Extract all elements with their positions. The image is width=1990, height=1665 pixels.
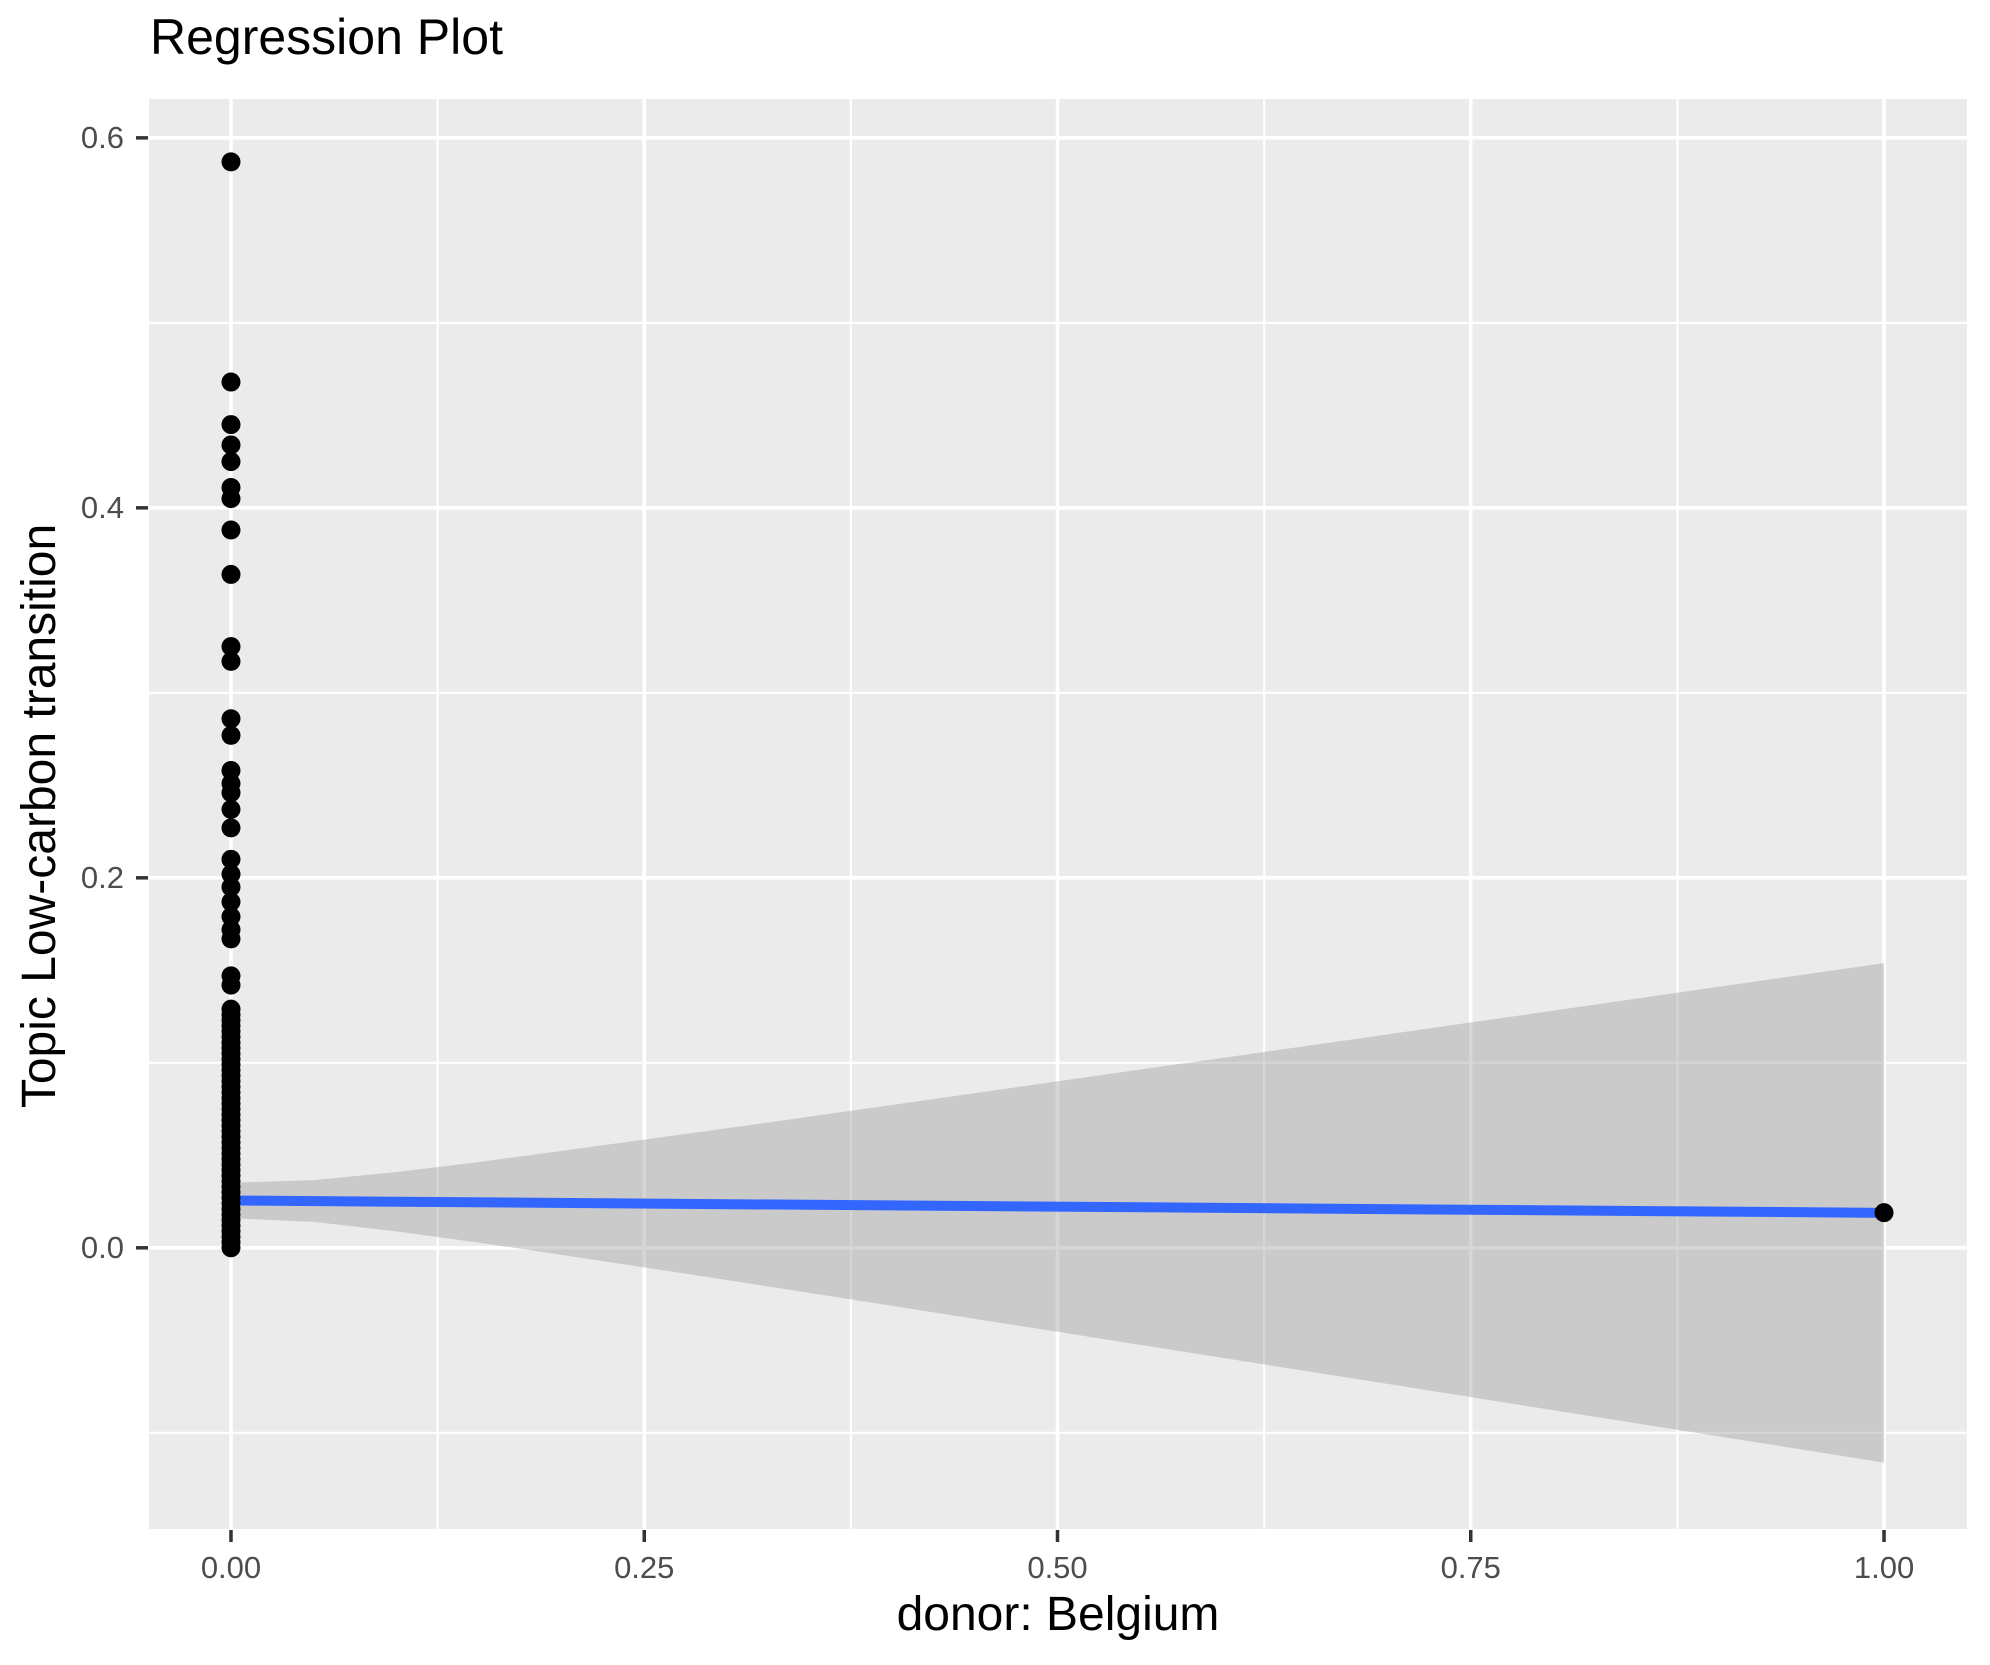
data-point — [221, 783, 241, 803]
data-point — [221, 564, 241, 584]
data-point — [221, 892, 241, 912]
confidence-band — [230, 963, 1885, 1463]
data-point — [221, 152, 241, 172]
data-point — [221, 818, 241, 838]
data-point — [221, 709, 241, 729]
data-point — [1874, 1203, 1894, 1223]
data-point — [221, 452, 241, 472]
data-point — [221, 799, 241, 819]
data-point — [221, 489, 241, 509]
data-point — [221, 1238, 241, 1258]
x-tick-label: 1.00 — [1853, 1550, 1915, 1585]
data-point — [221, 725, 241, 745]
plot-title: Regression Plot — [150, 9, 503, 65]
y-tick-label: 0.0 — [80, 1229, 124, 1265]
data-point — [221, 415, 241, 435]
data-point — [221, 975, 241, 995]
y-tick-label: 0.6 — [80, 119, 124, 155]
x-tick-label: 0.75 — [1440, 1550, 1501, 1585]
data-point — [221, 435, 241, 455]
x-tick-label: 0.00 — [200, 1550, 262, 1585]
data-point — [221, 637, 241, 657]
data-point — [221, 849, 241, 869]
x-tick-label: 0.25 — [614, 1550, 675, 1585]
y-axis-title: Topic Low-carbon transition — [13, 523, 66, 1109]
y-tick-label: 0.2 — [80, 859, 124, 895]
x-axis-title: donor: Belgium — [896, 1588, 1220, 1641]
data-point — [221, 929, 241, 949]
data-point — [221, 651, 241, 671]
regression-line — [230, 1195, 1885, 1218]
y-tick-label: 0.4 — [80, 489, 124, 525]
x-tick-label: 0.50 — [1027, 1550, 1088, 1585]
data-point — [221, 372, 241, 392]
data-point — [221, 877, 241, 897]
data-point — [221, 520, 241, 540]
